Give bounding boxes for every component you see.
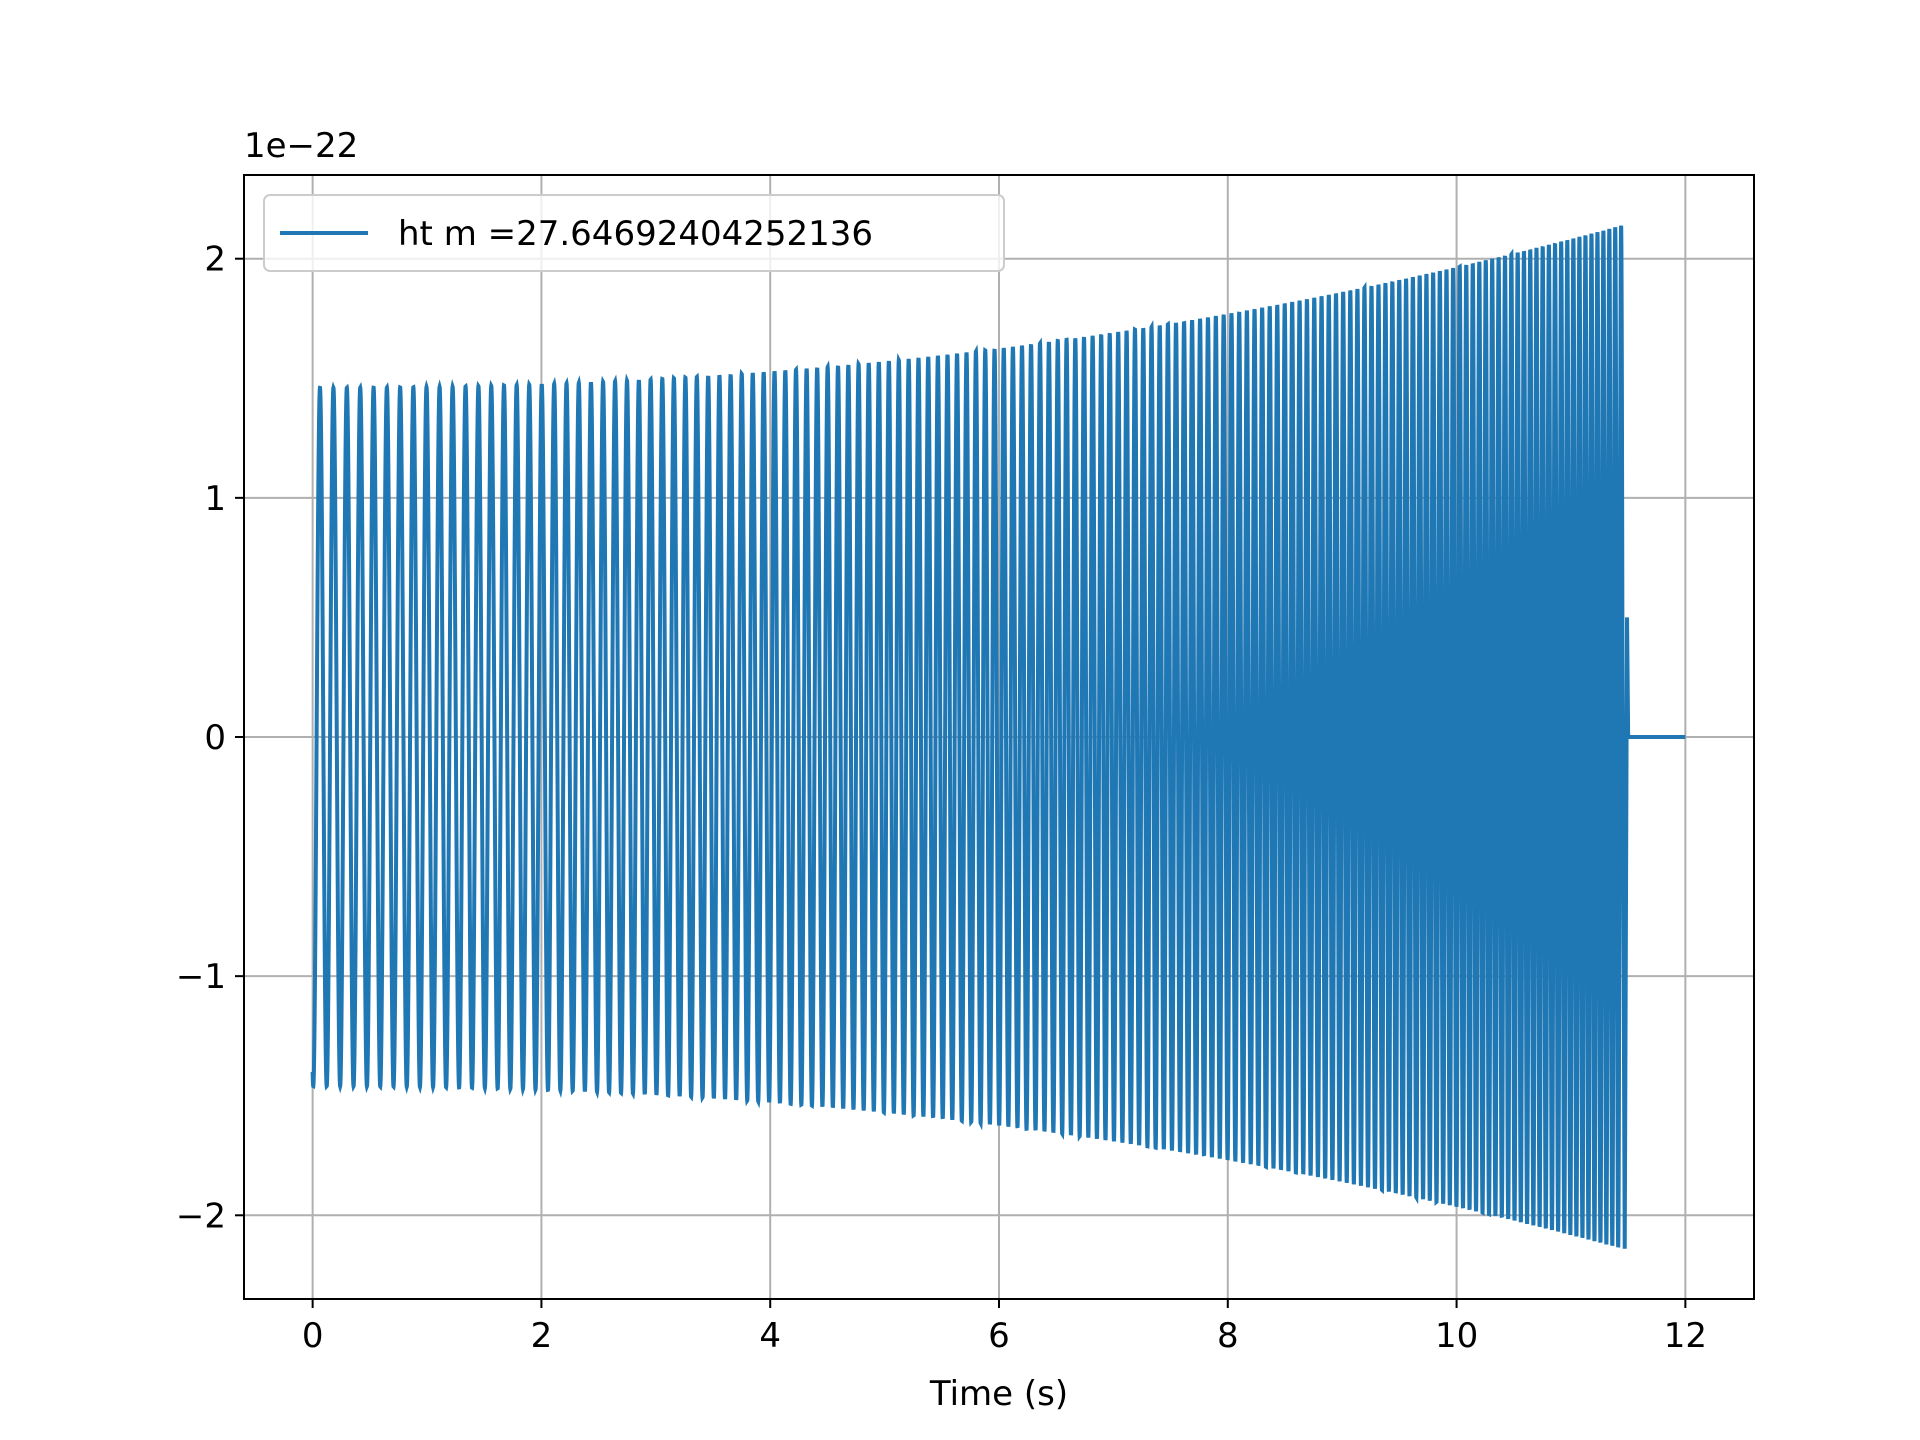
y-tick-label: 1	[204, 479, 226, 519]
x-tick-label: 2	[531, 1316, 553, 1356]
y-tick-label: 0	[204, 718, 226, 758]
plot-area	[310, 225, 1686, 1249]
y-tick-label: −2	[176, 1196, 226, 1236]
x-tick-label: 12	[1664, 1316, 1707, 1356]
x-axis-title: Time (s)	[929, 1374, 1068, 1414]
legend-entry-ht: ht m =27.64692404252136	[398, 214, 873, 254]
legend-box	[263, 194, 1005, 272]
y-axis-ticks: −2 −1 0 1 2	[176, 240, 244, 1236]
x-tick-label: 0	[302, 1316, 324, 1356]
x-tick-label: 10	[1435, 1316, 1478, 1356]
y-axis-offset-label: 1e−22	[244, 126, 358, 166]
x-axis-ticks: 0 2 4 6 8 10 12	[302, 1299, 1707, 1356]
series-line-ht	[310, 225, 1686, 1249]
legend: ht m =27.64692404252136	[263, 194, 1005, 272]
x-tick-label: 4	[759, 1316, 781, 1356]
x-tick-label: 6	[988, 1316, 1010, 1356]
y-tick-label: 2	[204, 240, 226, 280]
x-tick-label: 8	[1217, 1316, 1239, 1356]
y-tick-label: −1	[176, 957, 226, 997]
